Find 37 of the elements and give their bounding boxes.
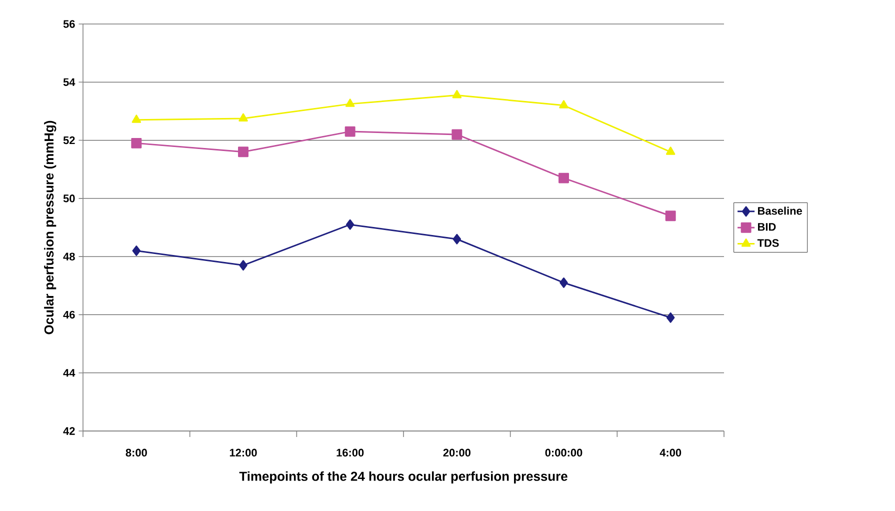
- y-tick-label: 44: [63, 369, 76, 377]
- y-tick-label: 42: [63, 427, 75, 435]
- x-tick-label: 16:00: [336, 448, 364, 457]
- point: [238, 113, 248, 122]
- y-tick-label: 48: [63, 252, 75, 260]
- point: [132, 114, 142, 123]
- y-tick-label: 54: [63, 78, 76, 86]
- point: [344, 126, 356, 137]
- y-tick-label: 52: [63, 136, 75, 144]
- point: [452, 129, 462, 140]
- legend-label: BID: [758, 223, 776, 231]
- y-tick-label: 46: [63, 310, 75, 319]
- point: [131, 138, 142, 148]
- x-axis-title: Timepoints of the 24 hours ocular perfusion pressure: [239, 471, 568, 484]
- y-axis-title: Ocular perfusion pressure (mmHg): [44, 120, 56, 334]
- legend-label: TDS: [757, 239, 779, 247]
- x-tick-label: 0:00:00: [545, 448, 582, 457]
- point: [132, 246, 141, 256]
- x-tick-label: 20:00: [443, 448, 470, 457]
- legend-label: Baseline: [758, 206, 802, 215]
- point: [239, 260, 248, 271]
- y-tick-label: 56: [63, 20, 75, 28]
- point: [665, 210, 676, 222]
- x-tick-label: 8:00: [126, 448, 147, 457]
- point: [452, 234, 462, 244]
- point: [560, 278, 568, 288]
- x-tick-label: 4:00: [660, 448, 682, 457]
- point: [346, 219, 354, 230]
- point: [666, 146, 676, 155]
- point: [345, 98, 355, 107]
- point: [558, 172, 569, 184]
- point: [452, 90, 462, 98]
- y-tick-label: 50: [63, 194, 75, 202]
- point: [238, 146, 248, 158]
- point: [666, 312, 675, 323]
- x-tick-label: 12:00: [230, 448, 257, 457]
- point: [559, 100, 568, 108]
